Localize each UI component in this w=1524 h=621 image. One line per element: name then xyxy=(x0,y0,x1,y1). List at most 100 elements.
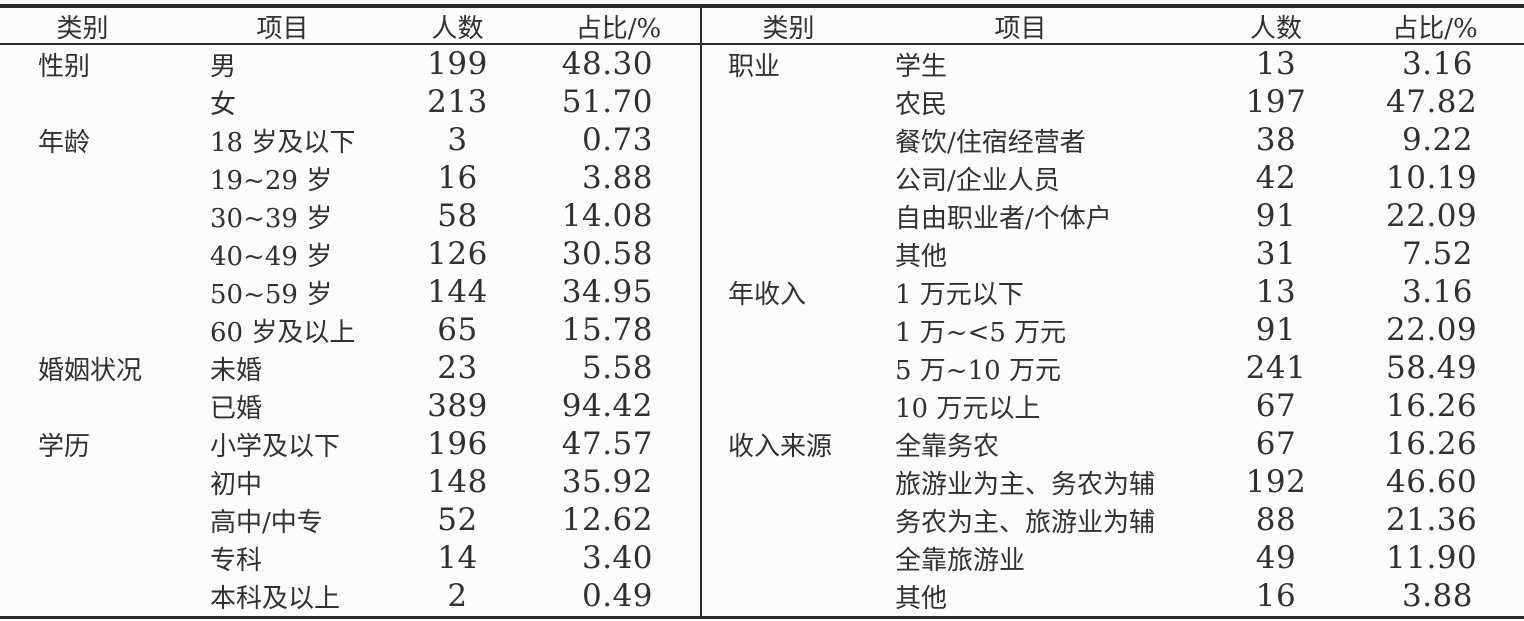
category-cell xyxy=(702,349,875,387)
category-cell xyxy=(0,235,165,273)
demographics-table-left: 类别 项目 人数 占比/% 性别 男 199 48.30 女 213 51.70 年龄 18 岁… xyxy=(0,8,702,615)
table-row: 40~49 岁 126 30.58 xyxy=(0,235,702,273)
count-cell: 144 xyxy=(427,274,488,310)
pct-cell: 15.78 xyxy=(561,312,653,348)
pct-cell: 94.42 xyxy=(561,388,653,424)
table-header-row-left: 类别 项目 人数 占比/% xyxy=(0,8,702,45)
table-header-row-right: 类别 项目 人数 占比/% xyxy=(702,8,1524,45)
column-header-count: 人数 xyxy=(1249,14,1302,44)
table-row: 婚姻状况 未婚 23 5.58 xyxy=(0,349,702,387)
table-row: 女 213 51.70 xyxy=(0,83,702,121)
pct-cell: 46.60 xyxy=(1386,464,1478,500)
category-cell: 性别 xyxy=(38,51,91,82)
table-row: 19~29 岁 16 3.88 xyxy=(0,159,702,197)
pct-cell: 16.26 xyxy=(1386,426,1478,462)
count-cell: 67 xyxy=(1255,388,1297,424)
item-cell: 本科及以上 xyxy=(210,583,341,614)
table-row: 50~59 岁 144 34.95 xyxy=(0,273,702,311)
count-cell: 14 xyxy=(437,540,478,576)
table-row: 专科 14 3.40 xyxy=(0,539,702,577)
column-header-category: 类别 xyxy=(762,14,815,44)
item-cell: 自由职业者/个体户 xyxy=(895,203,1112,234)
count-cell: 192 xyxy=(1245,464,1307,500)
table-row: 1 万~<5 万元 91 22.09 xyxy=(702,311,1524,349)
pct-cell: 34.95 xyxy=(561,274,653,310)
item-cell: 其他 xyxy=(895,583,948,614)
column-header-category: 类别 xyxy=(56,14,109,44)
count-cell: 65 xyxy=(437,312,478,348)
column-header-item: 项目 xyxy=(256,14,309,44)
item-cell: 1 万元以下 xyxy=(895,279,1024,310)
table-row: 自由职业者/个体户 91 22.09 xyxy=(702,197,1524,235)
category-cell: 收入来源 xyxy=(728,431,833,462)
pct-cell: 3.88 xyxy=(1401,578,1473,614)
item-cell: 已婚 xyxy=(210,393,263,424)
count-cell: 38 xyxy=(1255,122,1297,158)
table-row: 已婚 389 94.42 xyxy=(0,387,702,425)
item-cell: 男 xyxy=(210,51,237,82)
pct-cell: 47.82 xyxy=(1386,84,1478,120)
count-cell: 58 xyxy=(437,198,478,234)
category-cell: 年收入 xyxy=(728,279,807,310)
category-cell xyxy=(0,83,165,121)
pct-cell: 3.88 xyxy=(581,160,653,196)
table-header-rule xyxy=(0,43,1524,45)
pct-cell: 22.09 xyxy=(1386,312,1478,348)
pct-cell: 7.52 xyxy=(1401,236,1473,272)
pct-cell: 16.26 xyxy=(1386,388,1478,424)
category-cell xyxy=(702,159,875,197)
pct-cell: 58.49 xyxy=(1386,350,1478,386)
pct-cell: 51.70 xyxy=(561,84,653,120)
column-header-item: 项目 xyxy=(994,14,1047,44)
table-row: 学历 小学及以下 196 47.57 xyxy=(0,425,702,463)
item-cell: 初中 xyxy=(210,469,263,500)
table-row: 务农为主、旅游业为辅 88 21.36 xyxy=(702,501,1524,539)
pct-cell: 14.08 xyxy=(561,198,653,234)
table-top-rule xyxy=(0,4,1524,8)
category-cell xyxy=(702,387,875,425)
pct-cell: 3.16 xyxy=(1401,274,1473,310)
pct-cell: 30.58 xyxy=(561,236,653,272)
table-bottom-rule xyxy=(0,616,1524,619)
count-cell: 199 xyxy=(427,46,488,82)
count-cell: 389 xyxy=(427,388,488,424)
table-row: 公司/企业人员 42 10.19 xyxy=(702,159,1524,197)
category-cell: 婚姻状况 xyxy=(38,355,143,386)
item-cell: 专科 xyxy=(210,545,263,576)
count-cell: 23 xyxy=(437,350,478,386)
category-cell: 职业 xyxy=(728,51,781,82)
category-cell xyxy=(0,197,165,235)
category-cell xyxy=(702,539,875,577)
pct-cell: 9.22 xyxy=(1401,122,1473,158)
column-header-count: 人数 xyxy=(431,14,484,44)
category-cell xyxy=(702,577,875,615)
item-cell: 餐饮/住宿经营者 xyxy=(895,127,1086,158)
count-cell: 88 xyxy=(1255,502,1297,538)
item-cell: 5 万~10 万元 xyxy=(895,355,1061,386)
category-cell xyxy=(0,577,165,615)
pct-cell: 0.73 xyxy=(581,122,653,158)
table-row: 本科及以上 2 0.49 xyxy=(0,577,702,615)
count-cell: 197 xyxy=(1245,84,1307,120)
item-cell: 未婚 xyxy=(210,355,263,386)
count-cell: 31 xyxy=(1255,236,1297,272)
table-row: 10 万元以上 67 16.26 xyxy=(702,387,1524,425)
item-cell: 10 万元以上 xyxy=(895,393,1041,424)
category-cell: 年龄 xyxy=(38,127,91,158)
item-cell: 公司/企业人员 xyxy=(895,165,1060,196)
item-cell: 其他 xyxy=(895,241,948,272)
pct-cell: 5.58 xyxy=(581,350,653,386)
item-cell: 小学及以下 xyxy=(210,431,341,462)
table-row: 旅游业为主、务农为辅 192 46.60 xyxy=(702,463,1524,501)
item-cell: 务农为主、旅游业为辅 xyxy=(895,507,1156,538)
table-row: 其他 31 7.52 xyxy=(702,235,1524,273)
pct-cell: 3.16 xyxy=(1401,46,1473,82)
count-cell: 2 xyxy=(447,578,468,614)
category-cell xyxy=(702,83,875,121)
item-cell: 高中/中专 xyxy=(210,507,323,538)
pct-cell: 21.36 xyxy=(1386,502,1478,538)
table-row: 农民 197 47.82 xyxy=(702,83,1524,121)
table-row: 年收入 1 万元以下 13 3.16 xyxy=(702,273,1524,311)
table-row: 年龄 18 岁及以下 3 0.73 xyxy=(0,121,702,159)
